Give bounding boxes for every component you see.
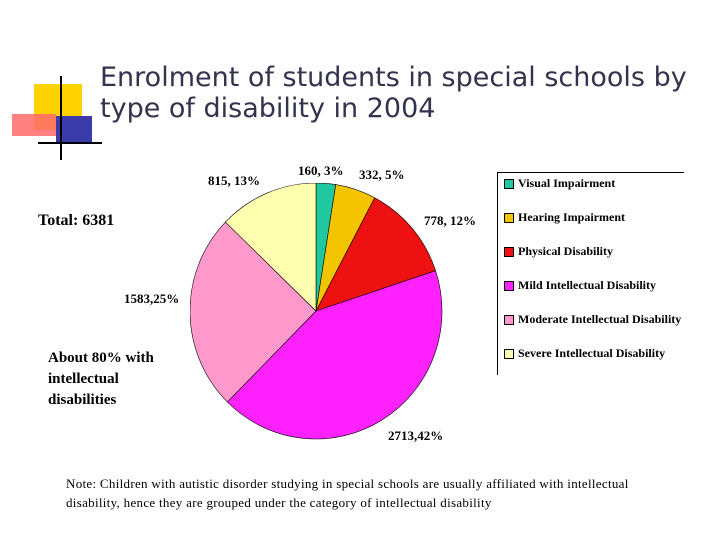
total-label: Total: 6381 <box>38 212 115 229</box>
legend-label: Mild Intellectual Disability <box>518 278 656 292</box>
data-label-moderate: 1583,25% <box>124 291 180 306</box>
decor-vertical-line <box>60 76 62 160</box>
pie-slice-physical <box>315 197 436 312</box>
data-label-mild: 2713,42% <box>388 428 444 443</box>
legend-label: Physical Disability <box>518 244 614 258</box>
legend-label: Hearing Impairment <box>518 210 625 224</box>
decor-blue-square <box>56 116 92 142</box>
legend-label: Moderate Intellectual Disability <box>518 312 682 326</box>
data-label-hearing: 332, 5% <box>359 167 405 182</box>
data-label-severe: 815, 13% <box>208 173 260 188</box>
page-title: Enrolment of students in special schools… <box>100 62 687 124</box>
data-label-visual: 160, 3% <box>298 163 344 178</box>
pie-slice-severe <box>224 183 317 312</box>
legend-swatch <box>504 349 514 359</box>
decor-red-square <box>12 114 56 136</box>
footnote: Note: Children with autistic disorder st… <box>66 476 629 510</box>
legend-swatch <box>504 315 514 325</box>
pie-slice-moderate <box>190 221 317 403</box>
decor-horizontal-line <box>38 142 102 144</box>
legend-label: Visual Impairment <box>518 176 616 190</box>
chart-legend: Visual Impairment Hearing Impairment Phy… <box>497 172 684 375</box>
pie-slice-mild <box>226 270 443 440</box>
legend-swatch <box>504 179 514 189</box>
legend-swatch <box>504 247 514 257</box>
legend-label: Severe Intellectual Disability <box>518 346 666 360</box>
intellectual-annotation: About 80% with intellectual disabilities <box>48 350 154 408</box>
legend-swatch <box>504 213 514 223</box>
pie-chart <box>190 183 443 440</box>
data-label-physical: 778, 12% <box>424 213 476 228</box>
legend-swatch <box>504 281 514 291</box>
